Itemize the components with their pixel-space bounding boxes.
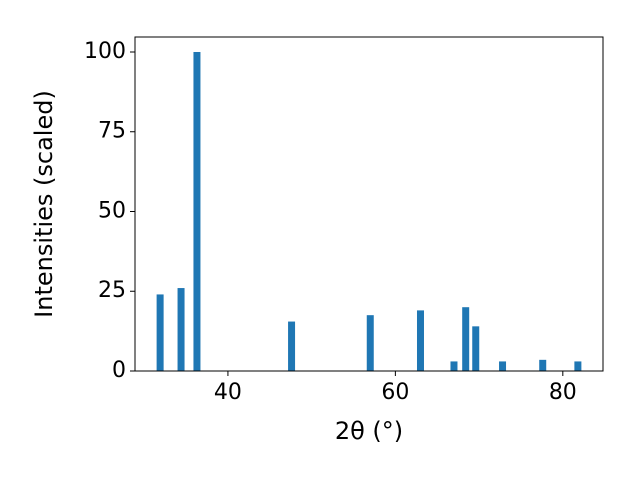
bar (177, 288, 185, 371)
bar (499, 361, 507, 371)
x-tick-label: 80 (549, 380, 577, 405)
y-tick-label: 75 (98, 119, 126, 144)
y-axis-label: Intensities (scaled) (30, 90, 58, 318)
bar (462, 307, 470, 371)
bar (156, 294, 164, 371)
y-tick-label: 50 (98, 198, 126, 223)
bar (450, 361, 458, 371)
y-tick-label: 25 (98, 278, 126, 303)
bar (288, 321, 296, 371)
y-tick-label: 0 (112, 358, 126, 383)
bar (366, 315, 374, 371)
bar (539, 359, 547, 371)
bar (193, 51, 201, 371)
y-tick-label: 100 (84, 39, 126, 64)
plot-frame (134, 36, 604, 372)
x-tick-label: 40 (214, 380, 242, 405)
bar (416, 310, 424, 371)
x-tick-label: 60 (381, 380, 409, 405)
bar (574, 361, 582, 371)
bar (472, 326, 480, 371)
x-axis-label: 2θ (°) (335, 417, 403, 445)
